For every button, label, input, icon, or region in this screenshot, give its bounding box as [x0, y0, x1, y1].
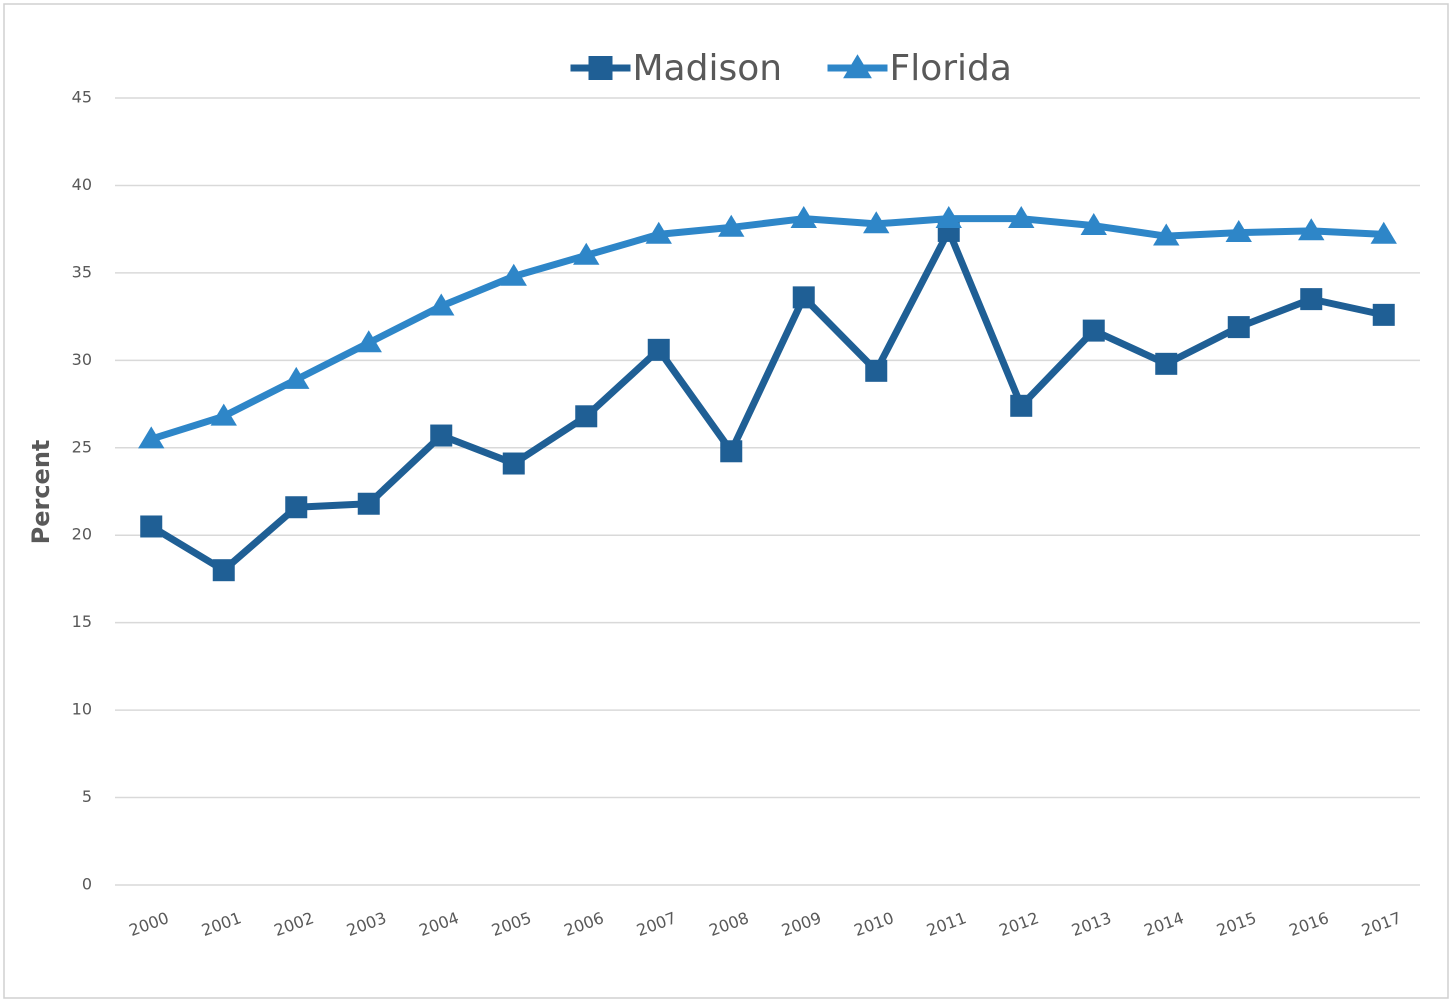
data-point — [790, 206, 817, 229]
data-point — [1227, 316, 1250, 339]
data-point — [645, 221, 672, 244]
y-tick-label: 20 — [72, 525, 92, 544]
legend-marker — [843, 54, 872, 79]
data-point — [285, 496, 308, 519]
y-tick-label: 10 — [72, 700, 92, 719]
y-tick-label: 0 — [82, 875, 92, 894]
data-point — [935, 206, 962, 229]
y-tick-label: 5 — [82, 787, 92, 806]
data-point — [1008, 206, 1035, 229]
data-point — [863, 211, 890, 234]
data-point — [212, 559, 235, 582]
data-point — [210, 403, 237, 426]
y-tick-label: 30 — [72, 350, 92, 369]
data-point — [1225, 220, 1252, 243]
series-line — [150, 215, 1384, 443]
y-tick-label: 40 — [72, 175, 92, 194]
data-point — [865, 359, 888, 382]
data-point — [283, 366, 310, 389]
data-point — [1370, 221, 1397, 244]
data-point — [720, 440, 743, 463]
data-point — [718, 214, 745, 237]
data-point — [140, 515, 163, 538]
data-point — [138, 426, 165, 449]
data-point — [1298, 218, 1325, 241]
data-point — [1155, 352, 1178, 375]
data-point — [428, 293, 455, 316]
data-point — [1082, 319, 1105, 342]
data-point — [1080, 213, 1107, 236]
data-point — [1153, 223, 1180, 246]
y-tick-label: 35 — [72, 262, 92, 281]
data-point — [1300, 288, 1323, 311]
data-point — [792, 286, 815, 309]
data-point — [1010, 394, 1033, 417]
data-point — [502, 452, 525, 475]
legend-marker — [588, 56, 613, 80]
data-point — [500, 263, 527, 286]
data-point — [430, 424, 453, 447]
legend-label: Florida — [890, 48, 1012, 89]
data-point — [355, 330, 382, 353]
y-tick-label: 15 — [72, 612, 92, 631]
y-tick-label: 45 — [72, 88, 92, 107]
chart-border — [3, 3, 1449, 999]
data-point — [1372, 303, 1395, 326]
legend-label: Madison — [633, 48, 783, 89]
data-point — [647, 338, 670, 361]
series-line — [149, 227, 1385, 574]
y-axis-title: Percent — [27, 440, 55, 545]
data-point — [575, 405, 598, 428]
data-point — [357, 492, 380, 515]
data-point — [573, 242, 600, 265]
y-tick-label: 25 — [72, 437, 92, 456]
